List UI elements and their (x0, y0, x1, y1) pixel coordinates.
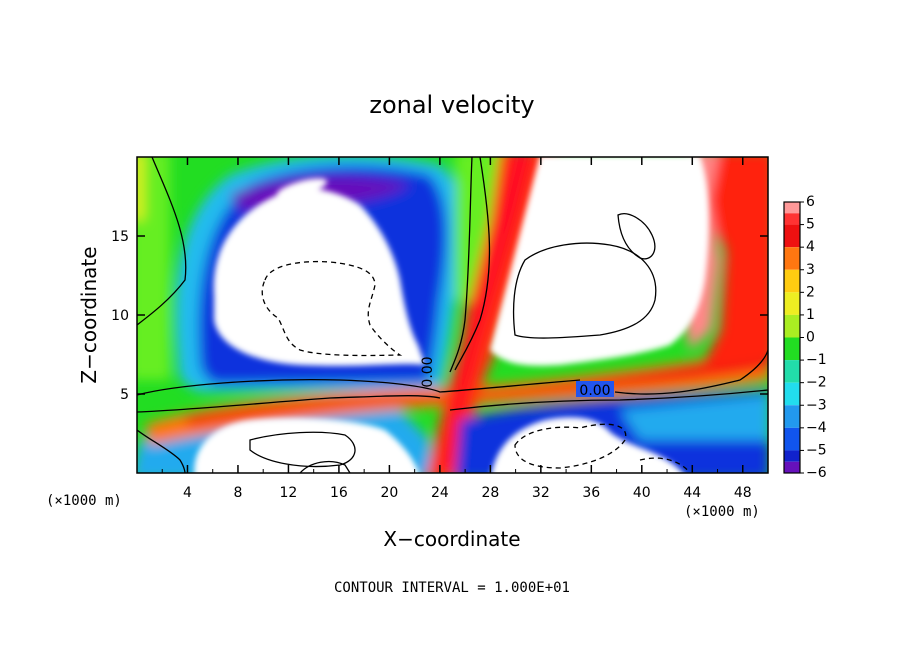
colorbar-band (784, 202, 800, 214)
zero-contour-lower-left-edge (137, 429, 186, 473)
colorbar-tick-label: 2 (806, 284, 815, 300)
chart-title: zonal velocity (369, 91, 534, 119)
region-lower-right-cell (491, 417, 683, 473)
region-lower-left-cell (194, 418, 419, 473)
velocity-field (137, 157, 768, 473)
colorbar-band (784, 292, 800, 315)
region-updraft-core (440, 157, 534, 470)
colorbar-tick-label: −4 (806, 420, 827, 436)
y-tick-label: 10 (111, 308, 129, 324)
colorbar-band (784, 405, 800, 428)
zero-contour-lower-left (249, 431, 356, 468)
colorbar-band (784, 224, 800, 248)
y-axis-ticks: 5 10 15 (111, 229, 768, 403)
colorbar-band (784, 247, 800, 270)
zero-contour-small-right (617, 213, 656, 260)
zero-contour-jet-lower (137, 395, 441, 413)
neg-contour-lower-right-2 (639, 457, 691, 473)
colorbar-band (784, 382, 800, 406)
colorbar-tick-label: 1 (806, 307, 815, 323)
contour-label-rotated: 0.00 (420, 356, 436, 387)
colorbar-band (784, 337, 800, 361)
contour-label: 0.00 (579, 383, 610, 399)
x-tick-label: 28 (481, 485, 499, 501)
footnote: CONTOUR INTERVAL = 1.000E+01 (334, 580, 570, 596)
x-tick-label: 12 (280, 485, 298, 501)
colorbar-band (784, 461, 800, 473)
x-tick-label: 32 (532, 485, 550, 501)
x-tick-label: 40 (633, 485, 651, 501)
y-tick-label: 15 (111, 229, 129, 245)
region-upper-left-cell (213, 188, 425, 366)
colorbar-band (784, 314, 800, 338)
colorbar-tick-label: 5 (806, 217, 815, 233)
colorbar-band (784, 360, 800, 383)
region-left-edge-yellow (137, 157, 144, 220)
zero-contour-jet-right (614, 349, 768, 395)
zero-contour-lower-left-2 (299, 460, 351, 473)
region-lower-right-cyan (620, 395, 768, 440)
contour-lines (137, 157, 768, 473)
x-unit-right: (×1000 m) (684, 504, 760, 520)
region-upper-right-cell (490, 157, 709, 366)
x-tick-label: 36 (582, 485, 600, 501)
colorbar-tick-label: 0 (806, 330, 815, 346)
x-tick-label: 24 (431, 485, 449, 501)
colorbar-tick-label: 6 (806, 194, 815, 210)
contour-label-bg (576, 381, 614, 397)
colorbar-band (784, 427, 800, 451)
y-axis-label: Z−coordinate (77, 246, 101, 383)
neg-contour-upper-left-cell (261, 260, 403, 357)
colorbar-tick-label: −5 (806, 442, 827, 458)
x-tick-label: 4 (183, 485, 192, 501)
contour-labels: 0.00 0.00 (420, 356, 614, 399)
colorbar-tick-label: −1 (806, 352, 827, 368)
zero-contour-column-right (454, 157, 491, 371)
x-axis-label: X−coordinate (383, 527, 520, 551)
x-unit-left: (×1000 m) (46, 493, 122, 509)
colorbar-tick-label: 4 (806, 239, 815, 255)
x-tick-label: 16 (330, 485, 348, 501)
zero-contour-lower-mid (449, 389, 768, 411)
colorbar-band (784, 213, 800, 225)
colorbar-tick-label: −6 (806, 465, 827, 481)
x-tick-label: 20 (380, 485, 398, 501)
zero-contour-jet-upper (137, 379, 581, 396)
x-tick-label: 48 (734, 485, 752, 501)
zero-contour-column-left (449, 157, 473, 373)
colorbar: 6 5 4 3 2 1 0 −1 −2 −3 −4 −5 −6 (783, 194, 827, 481)
colorbar-tick-label: −3 (806, 397, 827, 413)
white-masked-cells (194, 157, 709, 473)
zero-contour-left (137, 157, 187, 326)
x-axis-ticks: 4 8 12 16 20 24 28 32 36 40 44 48 (161, 157, 752, 501)
colorbar-tick-label: −2 (806, 375, 827, 391)
region-surface-jet-red (185, 350, 768, 426)
zero-contour-right-cell (512, 242, 657, 339)
colorbar-band (784, 269, 800, 293)
y-tick-label: 5 (120, 387, 129, 403)
region-top-small-cell (276, 178, 328, 198)
neg-contour-lower-right-cell (514, 423, 627, 469)
region-top-middle-green (455, 157, 499, 300)
colorbar-tick-label: 3 (806, 262, 815, 278)
x-tick-label: 44 (683, 485, 701, 501)
x-tick-label: 8 (233, 485, 242, 501)
colorbar-band (784, 450, 800, 462)
